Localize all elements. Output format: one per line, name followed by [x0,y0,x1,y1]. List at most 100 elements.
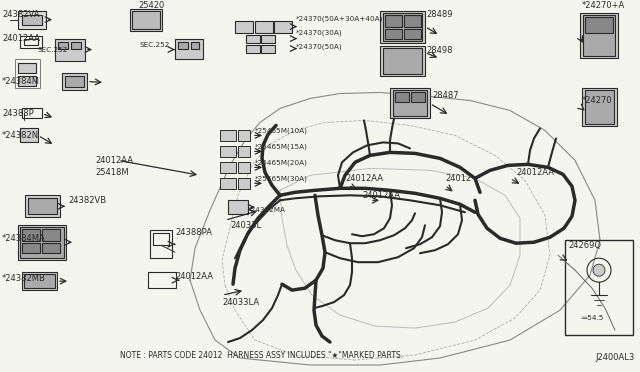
Bar [393,90,427,116]
Bar [15,58,40,89]
Text: *25465M(30A): *25465M(30A) [255,175,308,182]
Bar [383,13,422,41]
Text: 24012AA: 24012AA [175,272,213,280]
Bar [228,200,248,214]
Bar [261,45,275,52]
Text: 25418M: 25418M [95,168,129,177]
Bar [395,93,409,102]
Text: 24382VB: 24382VB [68,196,106,205]
Text: J2400AL3: J2400AL3 [596,353,635,362]
Text: 24012AA: 24012AA [516,168,554,177]
Bar [65,76,84,87]
Bar [178,42,188,49]
Text: *24382N: *24382N [2,131,39,140]
Bar [58,42,68,49]
Bar [220,131,236,141]
Text: 25420: 25420 [138,1,164,10]
Bar [24,39,38,45]
Bar [130,9,162,31]
Text: 28489: 28489 [426,10,452,19]
Text: *24370(50A+30A+40A): *24370(50A+30A+40A) [296,15,383,22]
Bar [238,162,250,173]
Bar [385,15,402,27]
Bar [385,29,402,39]
Bar [24,274,55,288]
Bar [255,20,273,33]
Bar [585,17,613,33]
Bar [20,227,64,258]
Bar [22,229,40,241]
Text: 24012AA: 24012AA [362,191,400,200]
Bar [220,162,236,173]
Bar [580,13,618,58]
Text: *25465M(10A): *25465M(10A) [255,127,308,134]
Bar [404,15,421,27]
Text: *24382MB: *24382MB [2,274,46,283]
Circle shape [593,264,605,276]
Bar [22,243,40,253]
Bar [132,11,160,29]
Bar [390,89,430,118]
Bar [411,93,425,102]
Text: NOTE : PARTS CODE 24012  HARNESS ASSY INCLUDES "★"MARKED PARTS.: NOTE : PARTS CODE 24012 HARNESS ASSY INC… [120,350,403,359]
Bar [42,229,60,241]
Bar [383,48,422,74]
Bar [20,36,42,48]
Bar [42,243,60,253]
Bar [238,178,250,189]
Text: 24382VA: 24382VA [2,10,40,19]
Text: 24012AA: 24012AA [2,34,40,43]
Text: 24012AA: 24012AA [345,174,383,183]
Text: *24370(50A): *24370(50A) [296,43,342,50]
Bar [148,272,176,288]
Bar [246,45,260,52]
Text: ≔54.5: ≔54.5 [580,315,604,321]
Bar [71,42,81,49]
Bar [62,73,87,90]
Text: 24388PA: 24388PA [175,228,212,237]
Bar [404,29,421,39]
Bar [150,230,172,258]
Text: SEC.252: SEC.252 [140,42,170,48]
Text: 28487: 28487 [432,91,459,100]
Bar [20,128,38,142]
Bar [565,240,633,335]
Bar [380,46,425,76]
Bar [220,178,236,189]
Text: 24012: 24012 [445,174,471,183]
Bar [22,15,42,25]
Text: 24269Q: 24269Q [568,241,601,250]
Bar [25,195,60,217]
Bar [274,20,292,33]
Bar [238,147,250,157]
Text: 28498: 28498 [426,46,452,55]
Bar [246,35,260,42]
Bar [18,11,46,29]
Bar [585,90,614,124]
Text: *25465M(15A): *25465M(15A) [255,143,308,150]
Bar [582,89,617,126]
Bar [175,39,203,58]
Bar [18,62,36,73]
Text: 24388P: 24388P [2,109,34,118]
Text: *24270: *24270 [582,96,612,105]
Text: 24012AA: 24012AA [95,156,133,165]
Bar [191,42,199,49]
Bar [55,39,85,61]
Text: *24382MA: *24382MA [248,207,286,213]
Bar [22,109,42,118]
Bar [18,225,66,260]
Bar [235,20,253,33]
Text: SEC.252: SEC.252 [38,46,68,52]
Bar [261,35,275,42]
Text: *24370(30A): *24370(30A) [296,29,342,36]
Bar [22,272,57,290]
Bar [18,76,36,86]
Text: 24033LA: 24033LA [222,298,259,307]
Bar [583,15,615,55]
Bar [153,233,169,245]
Bar [380,11,425,42]
Bar [28,198,57,214]
Text: *24270+A: *24270+A [582,1,625,10]
Bar [238,131,250,141]
